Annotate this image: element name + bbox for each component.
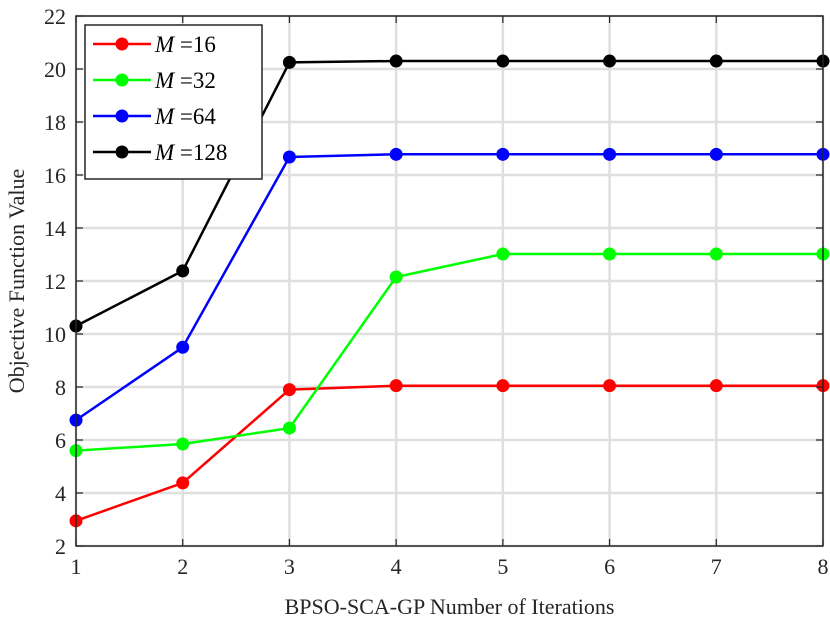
- legend-marker: [115, 109, 129, 123]
- data-point: [282, 421, 296, 435]
- y-tick-label: 20: [44, 57, 66, 82]
- data-point: [389, 147, 403, 161]
- y-tick-label: 16: [44, 163, 66, 188]
- x-tick-label: 8: [818, 554, 829, 579]
- legend-label: M =32: [154, 68, 216, 93]
- series-line: [75, 59, 823, 328]
- y-tick-label: 2: [55, 534, 66, 559]
- data-point: [709, 147, 723, 161]
- y-tick-label: 4: [55, 481, 66, 506]
- legend-label: M =128: [154, 140, 227, 165]
- legend-item: M =16: [93, 32, 216, 57]
- data-point: [176, 264, 190, 278]
- data-point: [282, 150, 296, 164]
- data-point: [389, 270, 403, 284]
- data-point: [496, 54, 510, 68]
- data-point: [176, 340, 190, 354]
- x-tick-label: 5: [497, 554, 508, 579]
- x-tick-label: 2: [177, 554, 188, 579]
- y-tick-label: 18: [44, 110, 66, 135]
- y-tick-label: 6: [55, 428, 66, 453]
- grid-lines: [74, 14, 825, 548]
- data-point: [176, 476, 190, 490]
- y-tick-label: 10: [44, 322, 66, 347]
- series-128: [69, 54, 830, 333]
- legend-label: M =64: [154, 104, 216, 129]
- series-line: [75, 252, 823, 452]
- y-tick-label: 14: [44, 216, 66, 241]
- y-tick-label: 22: [44, 4, 66, 29]
- data-point: [603, 54, 617, 68]
- data-point: [176, 437, 190, 451]
- legend-label: M =16: [154, 32, 216, 57]
- data-point: [603, 379, 617, 393]
- x-axis-title: BPSO-SCA-GP Number of Iterations: [285, 594, 615, 619]
- legend-marker: [115, 145, 129, 159]
- series-line: [75, 153, 823, 422]
- x-tick-label: 3: [284, 554, 295, 579]
- x-tick-label: 4: [391, 554, 402, 579]
- data-point: [709, 379, 723, 393]
- legend-box: [84, 24, 263, 180]
- data-point: [496, 247, 510, 261]
- y-tick-label: 12: [44, 269, 66, 294]
- legend-item: M =64: [93, 104, 216, 129]
- y-tick-label: 8: [55, 375, 66, 400]
- series-layer: [69, 54, 830, 528]
- data-point: [709, 247, 723, 261]
- legend-item: M =32: [93, 68, 216, 93]
- legend-marker: [115, 37, 129, 51]
- legend-marker: [115, 73, 129, 87]
- y-axis-title: Objective Function Value: [4, 169, 29, 393]
- series-32: [69, 247, 830, 458]
- data-point: [389, 379, 403, 393]
- data-point: [709, 54, 723, 68]
- x-tick-label: 7: [711, 554, 722, 579]
- data-point: [496, 379, 510, 393]
- data-point: [603, 147, 617, 161]
- legend-item: M =128: [93, 140, 227, 165]
- series-line: [75, 384, 823, 522]
- data-point: [389, 54, 403, 68]
- series-16: [69, 379, 830, 528]
- legend: M =16 M =32 M =64 M =128: [84, 24, 263, 180]
- data-point: [282, 55, 296, 69]
- x-tick-label: 6: [604, 554, 615, 579]
- data-point: [603, 247, 617, 261]
- data-point: [496, 147, 510, 161]
- data-point: [282, 383, 296, 397]
- x-tick-label: 1: [71, 554, 82, 579]
